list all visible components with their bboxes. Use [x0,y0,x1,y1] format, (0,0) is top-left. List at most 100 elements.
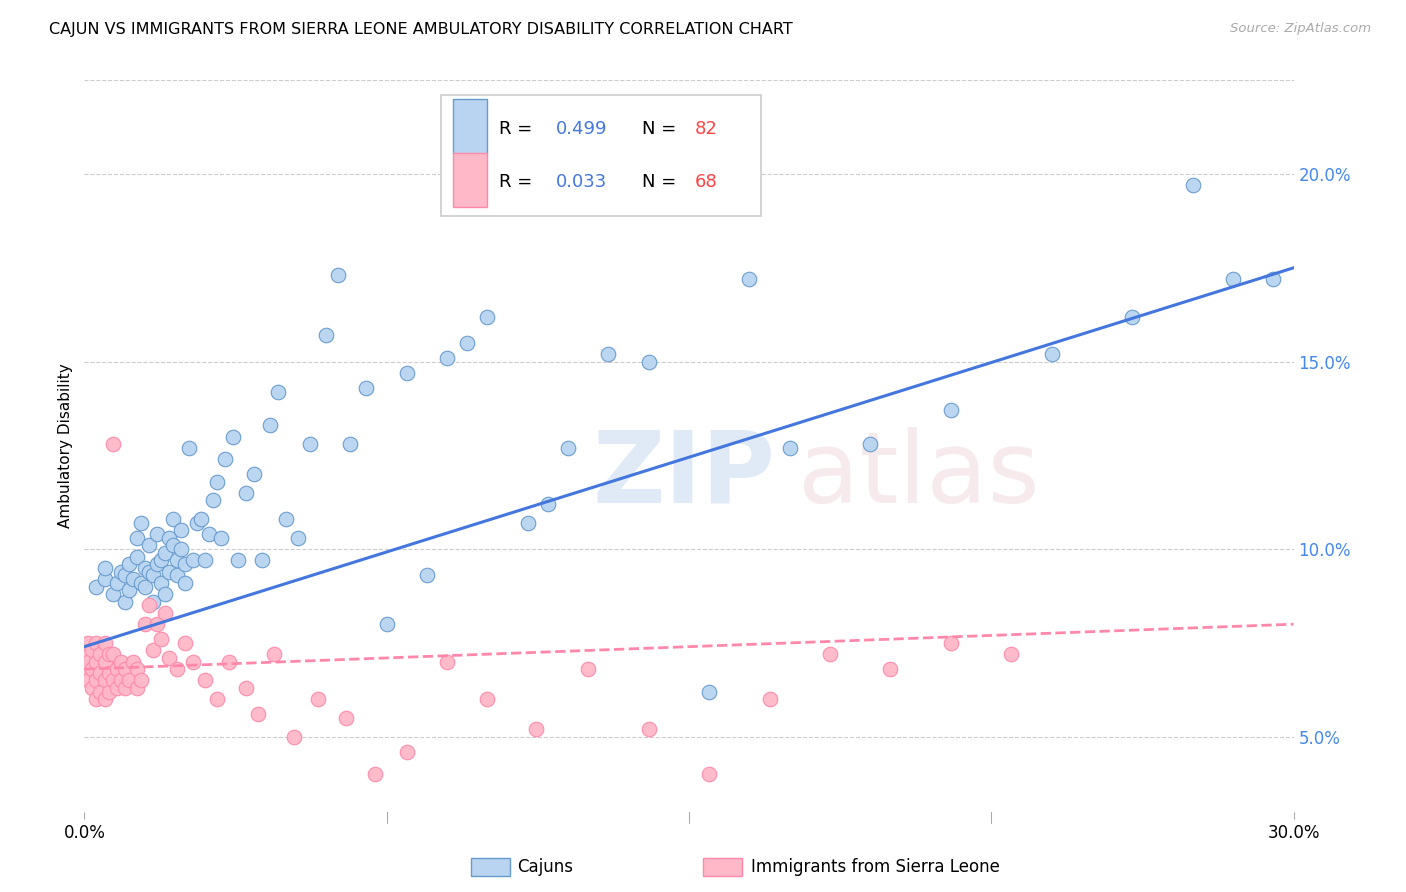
Point [299,437,322,451]
Point [101,647,124,661]
Text: atlas: atlas [797,426,1039,524]
Point [77,655,100,669]
Point [1263,272,1285,286]
Point [142,568,165,582]
Point [166,662,188,676]
Point [114,662,136,676]
Point [939,636,962,650]
Point [170,524,193,538]
Point [194,553,217,567]
Text: R =: R = [499,173,538,191]
Point [125,531,148,545]
Point [110,655,132,669]
Point [516,516,538,530]
Point [134,561,156,575]
Point [146,617,169,632]
Point [1000,647,1022,661]
Point [93,561,115,575]
Point [174,557,197,571]
Point [242,467,264,482]
Point [114,568,136,582]
Point [93,636,115,650]
Point [121,572,143,586]
Point [149,632,172,647]
Point [209,531,232,545]
Point [307,692,329,706]
Point [97,665,120,680]
Point [198,527,221,541]
Point [226,553,249,567]
Point [207,475,229,489]
Point [1040,347,1063,361]
Text: ZIP: ZIP [592,426,775,524]
Point [263,647,285,661]
Point [779,441,801,455]
Bar [453,99,486,154]
Text: Immigrants from Sierra Leone: Immigrants from Sierra Leone [751,858,1000,876]
Point [181,655,204,669]
Point [576,662,599,676]
Point [162,512,184,526]
Point [118,583,141,598]
Point [697,684,720,698]
Point [436,655,458,669]
Point [153,546,176,560]
Point [235,486,257,500]
Point [101,587,124,601]
Point [129,673,152,688]
Point [456,335,478,350]
Point [287,531,309,545]
Point [375,617,398,632]
Point [121,655,143,669]
Point [138,599,160,613]
Point [125,681,148,695]
Point [157,565,180,579]
Point [142,643,165,657]
Point [134,580,156,594]
Point [93,673,115,688]
Point [214,452,236,467]
Point [146,527,169,541]
Point [105,662,128,676]
Point [174,636,197,650]
Point [335,711,357,725]
Point [114,595,136,609]
Text: CAJUN VS IMMIGRANTS FROM SIERRA LEONE AMBULATORY DISABILITY CORRELATION CHART: CAJUN VS IMMIGRANTS FROM SIERRA LEONE AM… [49,22,793,37]
Point [339,437,361,451]
Point [637,722,659,736]
Point [598,347,620,361]
Point [125,662,148,676]
Point [105,681,128,695]
Point [202,493,225,508]
Point [557,441,579,455]
Point [101,437,124,451]
Point [859,437,882,451]
Point [86,673,108,688]
Point [637,354,659,368]
Text: 0.499: 0.499 [555,120,607,137]
Bar [453,153,486,208]
Point [186,516,208,530]
Point [818,647,841,661]
Point [356,381,378,395]
Text: Source: ZipAtlas.com: Source: ZipAtlas.com [1230,22,1371,36]
Point [149,575,172,590]
Point [758,692,780,706]
Point [283,730,305,744]
Point [149,553,172,567]
Point [114,681,136,695]
Point [146,557,169,571]
Point [738,272,761,286]
Point [86,636,108,650]
Point [436,351,458,365]
Text: N =: N = [641,173,682,191]
Text: R =: R = [499,120,538,137]
Point [395,366,418,380]
Point [1222,272,1244,286]
Point [73,647,96,661]
Point [82,681,104,695]
Point [86,692,108,706]
Point [129,516,152,530]
Point [89,684,111,698]
Point [142,595,165,609]
